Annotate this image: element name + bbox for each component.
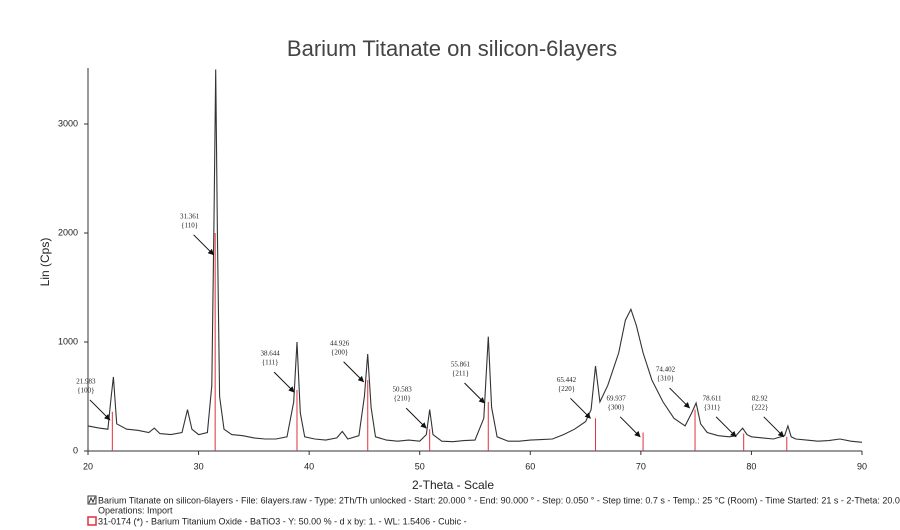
legend-icon xyxy=(88,496,96,504)
annotation-hkl: {220} xyxy=(558,385,575,393)
legend-icon xyxy=(87,516,97,526)
annotation-hkl: {100} xyxy=(77,387,94,395)
y-tick-label: 2000 xyxy=(58,227,78,237)
annotation-arrow xyxy=(343,361,365,383)
annotation-hkl: {210} xyxy=(394,395,411,403)
annotation-arrow xyxy=(619,416,641,438)
annotation-hkl: {110} xyxy=(181,221,198,229)
annotation-arrow xyxy=(464,382,485,404)
x-tick-label: 30 xyxy=(194,461,204,471)
annotation-label: 78.611 xyxy=(703,394,722,402)
annotation-label: 74.402 xyxy=(656,366,676,374)
annotation-arrow xyxy=(405,407,427,429)
annotation-arrow xyxy=(193,234,215,256)
annotation-arrow xyxy=(763,416,785,438)
annotation-arrow xyxy=(669,387,690,409)
annotation-label: 31.361 xyxy=(180,212,200,220)
x-tick-label: 50 xyxy=(415,461,425,471)
annotation-label: 55.861 xyxy=(451,361,471,369)
y-tick-label: 1000 xyxy=(58,336,78,346)
annotation-label: 82.92 xyxy=(752,394,768,402)
legend-entry: 31-0174 (*) - Barium Titanium Oxide - Ba… xyxy=(98,516,467,526)
annotation-arrow xyxy=(715,416,737,438)
annotation-arrow xyxy=(273,371,295,393)
x-tick-label: 20 xyxy=(83,461,93,471)
annotation-hkl: {310} xyxy=(657,375,674,383)
chart-title: Barium Titanate on silicon-6layers xyxy=(287,36,617,61)
annotation-label: 21.983 xyxy=(76,378,96,386)
y-tick-label: 0 xyxy=(73,445,78,455)
annotation-hkl: {211} xyxy=(452,370,469,378)
annotation-label: 44.926 xyxy=(330,339,350,347)
scan-line xyxy=(87,69,863,443)
x-tick-label: 80 xyxy=(746,461,756,471)
y-axis-label: Lin (Cps) xyxy=(38,238,52,287)
annotation-arrow xyxy=(570,397,591,419)
annotation-hkl: {111} xyxy=(262,359,279,367)
x-tick-label: 40 xyxy=(304,461,314,471)
annotation-label: 65.442 xyxy=(557,376,577,384)
x-axis-label: 2-Theta - Scale xyxy=(412,478,494,492)
annotation-arrow xyxy=(89,399,111,421)
annotation-hkl: {222} xyxy=(751,403,768,411)
annotation-label: 69.937 xyxy=(607,394,627,402)
annotation-hkl: {311} xyxy=(704,403,721,411)
x-tick-label: 90 xyxy=(857,461,867,471)
annotation-hkl: {300} xyxy=(608,403,625,411)
legend-entry: Barium Titanate on silicon-6layers - Fil… xyxy=(98,495,900,505)
y-tick-label: 3000 xyxy=(58,118,78,128)
x-tick-label: 60 xyxy=(525,461,535,471)
annotation-label: 38.644 xyxy=(261,350,281,358)
annotation-label: 50.583 xyxy=(393,386,413,394)
legend-note: Operations: Import xyxy=(98,505,173,515)
annotation-hkl: {200} xyxy=(331,348,348,356)
x-tick-label: 70 xyxy=(636,461,646,471)
